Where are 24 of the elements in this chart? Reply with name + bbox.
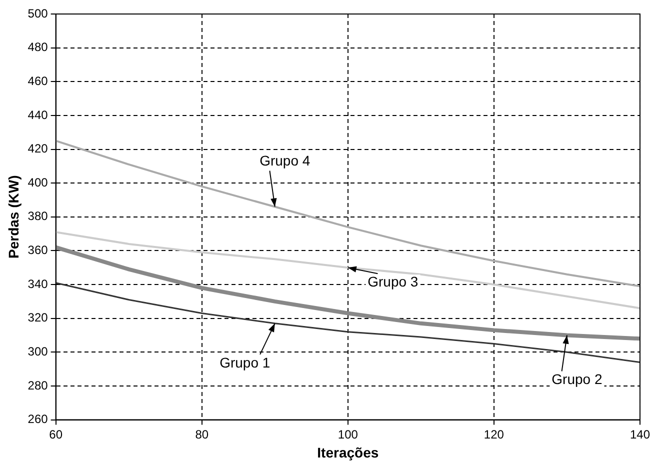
text: Grupo 2 [552, 371, 602, 388]
text: Grupo 1 [220, 354, 270, 370]
y-tick-label: 500 [28, 6, 48, 20]
x-tick-label: 60 [49, 427, 63, 442]
text: Grupo 4 [260, 152, 310, 169]
y-tick-label: 340 [28, 276, 48, 291]
y-tick-label: 280 [28, 378, 48, 392]
y-tick-label: 400 [28, 175, 48, 190]
series-label: Grupo 3 [368, 273, 418, 290]
y-axis-title: Perdas (KW) [5, 175, 22, 259]
y-tick-label: 380 [28, 209, 48, 224]
y-tick-label: 440 [28, 108, 48, 122]
y-tick-label: 460 [28, 74, 48, 88]
y-tick-label: 480 [28, 40, 48, 54]
x-axis-title: Iterações [317, 444, 379, 460]
y-tick-label: 300 [28, 344, 48, 358]
y-tick-label: 260 [28, 412, 48, 426]
y-tick-label: 320 [28, 310, 48, 325]
y-tick-label: 420 [28, 142, 48, 156]
x-tick-label: 100 [338, 427, 358, 442]
x-tick-label: 140 [630, 427, 650, 442]
y-tick-label: 360 [28, 243, 48, 258]
x-tick-label: 80 [195, 427, 209, 442]
x-tick-label: 120 [484, 427, 504, 442]
